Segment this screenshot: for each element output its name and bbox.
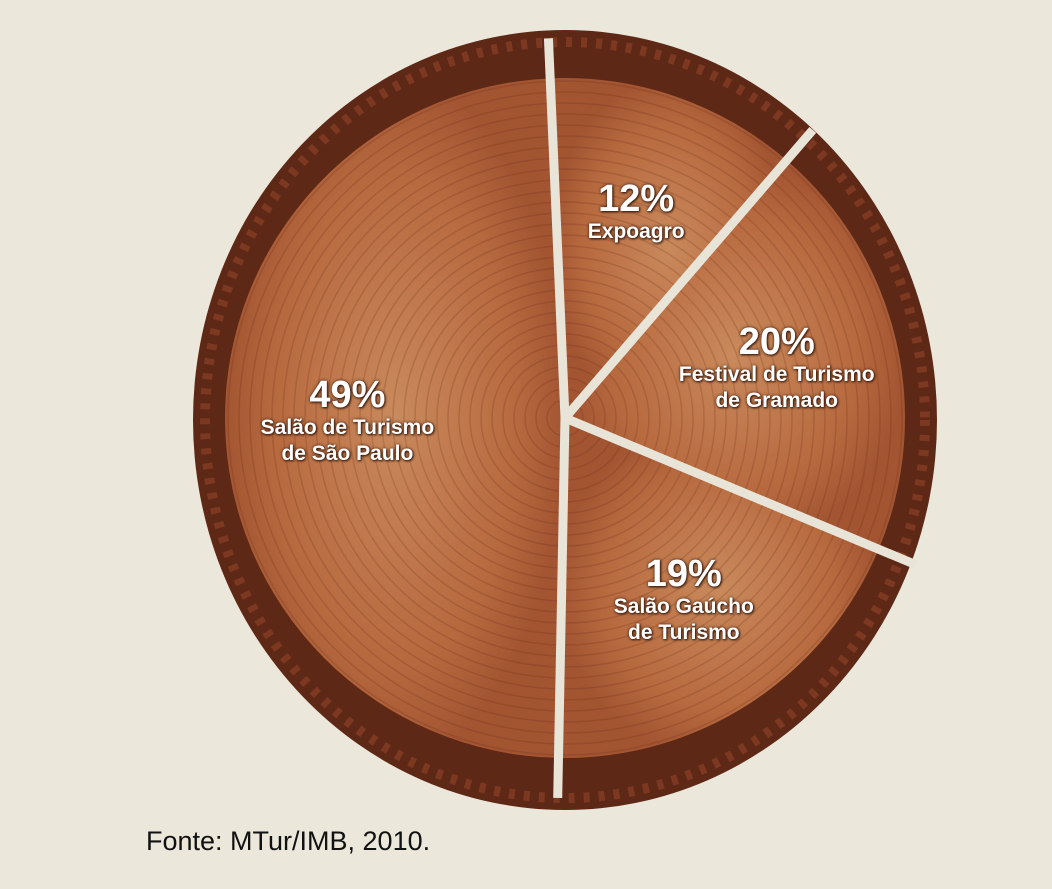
slice-separator xyxy=(563,413,918,569)
ring xyxy=(282,135,848,701)
category-label: Salão Gaúcho de Turismo xyxy=(613,595,754,645)
ring xyxy=(271,124,859,712)
ring xyxy=(238,91,892,745)
ring xyxy=(260,113,870,723)
ring xyxy=(227,80,903,756)
slice-label: 20% Festival de Turismo de Gramado xyxy=(679,322,875,414)
pie-slice xyxy=(558,418,879,758)
category-label: Salão de Turismo de São Paulo xyxy=(260,415,435,465)
slice-label: 12% Expoagro xyxy=(588,179,685,245)
percent-label: 12% xyxy=(598,178,675,221)
slice-separator xyxy=(561,126,817,421)
ring xyxy=(326,179,804,657)
slice-separator xyxy=(553,417,570,799)
percent-label: 19% xyxy=(645,553,722,596)
slice-separator xyxy=(543,38,570,419)
ring xyxy=(293,146,837,690)
slice-label: 49% Salão de Turismo de São Paulo xyxy=(261,375,435,467)
slice-label: 19% Salão Gaúcho de Turismo xyxy=(614,554,754,646)
bark-texture xyxy=(200,37,930,803)
ring xyxy=(249,102,881,734)
percent-label: 20% xyxy=(738,320,815,363)
category-label: Festival de Turismo de Gramado xyxy=(678,362,875,412)
pie-slice xyxy=(550,78,787,419)
ring xyxy=(304,157,826,679)
ring xyxy=(315,168,815,668)
percent-label: 49% xyxy=(309,373,386,416)
pie-slice xyxy=(225,78,565,758)
category-label: Expoagro xyxy=(587,220,685,244)
source: Fonte: MTur/IMB, 2010. xyxy=(146,826,431,856)
